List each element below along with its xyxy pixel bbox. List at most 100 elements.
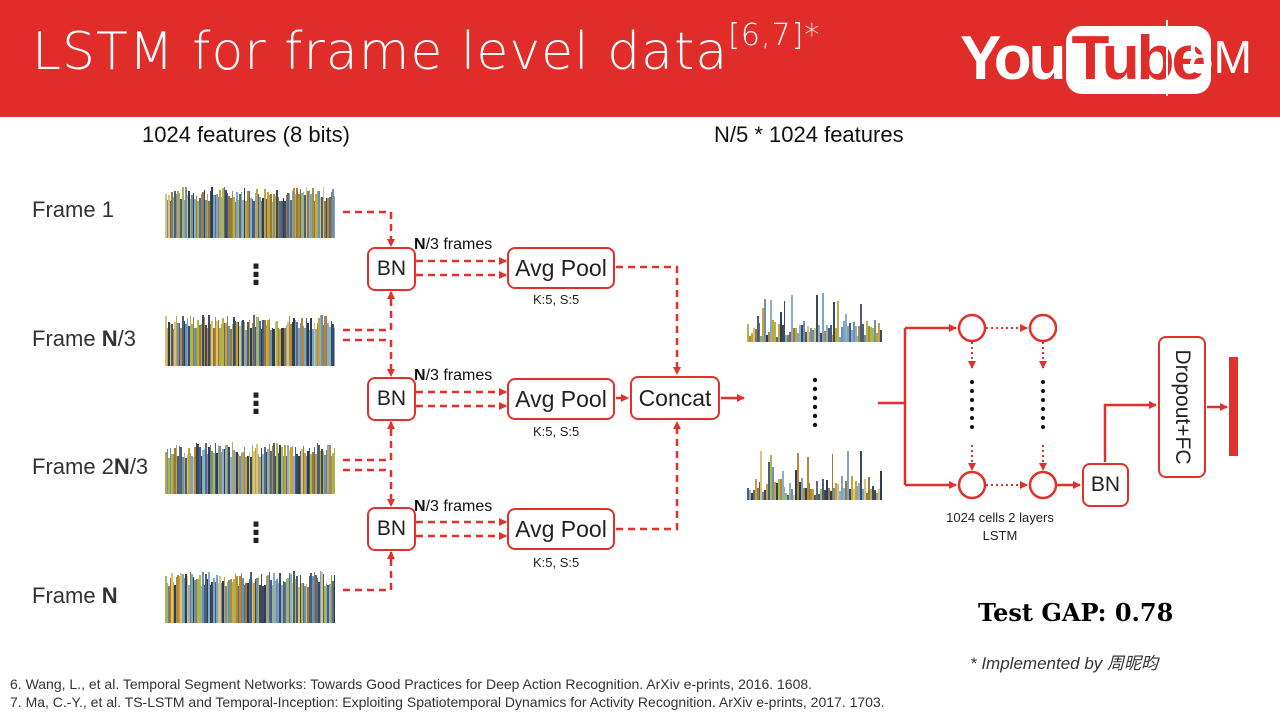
feature-bar bbox=[287, 322, 289, 366]
feature-bar bbox=[202, 315, 204, 366]
feature-bar bbox=[812, 489, 815, 500]
feature-bar bbox=[305, 455, 308, 494]
feature-bar bbox=[246, 322, 249, 366]
feature-bar bbox=[226, 315, 229, 366]
feature-bar bbox=[841, 476, 844, 500]
frame-label-1: Frame 1 bbox=[32, 197, 114, 223]
feature-bar bbox=[274, 456, 277, 494]
feature-bar bbox=[870, 327, 872, 342]
feature-bar bbox=[324, 201, 326, 238]
reference-7: 7. Ma, C.-Y., et al. TS-LSTM and Tempora… bbox=[10, 694, 885, 710]
feature-bar bbox=[274, 580, 277, 623]
feature-bar bbox=[265, 199, 268, 238]
feature-bar bbox=[192, 193, 195, 238]
feature-bar bbox=[262, 586, 264, 623]
feature-bar bbox=[203, 317, 206, 366]
feature-bar bbox=[276, 321, 278, 366]
feature-bar bbox=[304, 328, 306, 366]
feature-bar bbox=[864, 479, 867, 500]
feature-bar bbox=[200, 586, 203, 623]
feature-bar bbox=[246, 583, 249, 623]
feature-bar bbox=[301, 448, 303, 494]
feature-bar bbox=[294, 320, 297, 366]
feature-bar bbox=[237, 200, 240, 238]
feature-bar bbox=[810, 327, 813, 342]
feature-bar bbox=[333, 196, 335, 238]
feature-bar bbox=[250, 328, 252, 366]
feature-bar bbox=[308, 448, 311, 494]
feature-bar bbox=[240, 320, 243, 366]
feature-bar bbox=[214, 443, 217, 494]
feature-bar bbox=[862, 488, 865, 500]
feature-bar bbox=[250, 197, 252, 238]
feature-bar bbox=[197, 444, 200, 494]
feature-bar bbox=[796, 333, 799, 342]
feature-bar bbox=[773, 482, 776, 500]
feature-bar bbox=[279, 445, 282, 494]
feature-bar bbox=[212, 452, 215, 494]
feature-bar bbox=[168, 457, 170, 494]
feature-bar bbox=[185, 186, 187, 238]
feature-bar bbox=[808, 483, 811, 500]
feature-bar bbox=[189, 572, 192, 623]
frame-label-index: N bbox=[113, 454, 130, 479]
feature-bar bbox=[313, 571, 316, 623]
feature-bar bbox=[806, 456, 809, 500]
feature-bar bbox=[288, 193, 291, 238]
feature-bar bbox=[823, 489, 826, 500]
feature-bar bbox=[307, 586, 309, 623]
feature-bar bbox=[750, 492, 753, 500]
group-size-label-1: N/3 frames bbox=[414, 236, 492, 254]
feature-bar bbox=[768, 461, 771, 500]
feature-bar bbox=[225, 586, 227, 623]
feature-bar bbox=[236, 451, 238, 494]
feature-bar bbox=[239, 576, 241, 623]
feature-bar bbox=[823, 331, 826, 342]
feature-bar bbox=[321, 196, 323, 238]
feature-bar bbox=[256, 578, 258, 623]
feature-bar bbox=[234, 572, 237, 623]
feature-bar bbox=[267, 320, 269, 366]
dataset-badge: 8M bbox=[1188, 31, 1252, 83]
feature-bar bbox=[802, 321, 805, 342]
feature-bar bbox=[206, 453, 209, 494]
feature-bar bbox=[325, 198, 328, 238]
feature-bar bbox=[333, 328, 335, 366]
feature-bar bbox=[217, 582, 220, 623]
feature-bar bbox=[870, 489, 872, 500]
feature-bar bbox=[186, 318, 189, 366]
feature-bar bbox=[180, 447, 183, 494]
feature-bar bbox=[223, 448, 226, 494]
feature-bar bbox=[222, 580, 224, 623]
feature-bar bbox=[789, 483, 792, 500]
feature-bar bbox=[311, 576, 314, 623]
feature-bar bbox=[800, 324, 803, 342]
feature-bar bbox=[770, 455, 772, 500]
feature-bar bbox=[308, 329, 311, 366]
feature-bar bbox=[325, 316, 328, 366]
feature-bar bbox=[279, 328, 282, 366]
feature-bar bbox=[192, 576, 195, 623]
frame-gap-ellipsis-2: ⋮ bbox=[242, 387, 270, 420]
feature-bar bbox=[194, 446, 196, 494]
feature-bar bbox=[307, 191, 309, 238]
feature-bar bbox=[748, 489, 751, 500]
feature-bar bbox=[205, 199, 207, 238]
feature-bar bbox=[756, 315, 759, 342]
feature-bar bbox=[831, 453, 834, 500]
feature-bar bbox=[848, 323, 851, 342]
feature-bar bbox=[332, 580, 334, 623]
feature-bar bbox=[180, 327, 183, 366]
feature-bar bbox=[293, 571, 295, 623]
feature-bar bbox=[298, 328, 300, 366]
feature-bar bbox=[868, 326, 870, 342]
feature-bar bbox=[879, 329, 882, 342]
feature-bar bbox=[206, 327, 209, 366]
feature-bar bbox=[264, 319, 266, 366]
batchnorm-box-1: BN bbox=[367, 247, 416, 291]
feature-bar bbox=[810, 488, 813, 500]
feature-bar bbox=[233, 450, 235, 494]
feature-bar bbox=[296, 576, 299, 623]
feature-bar bbox=[195, 195, 198, 238]
feature-bar bbox=[246, 456, 249, 494]
